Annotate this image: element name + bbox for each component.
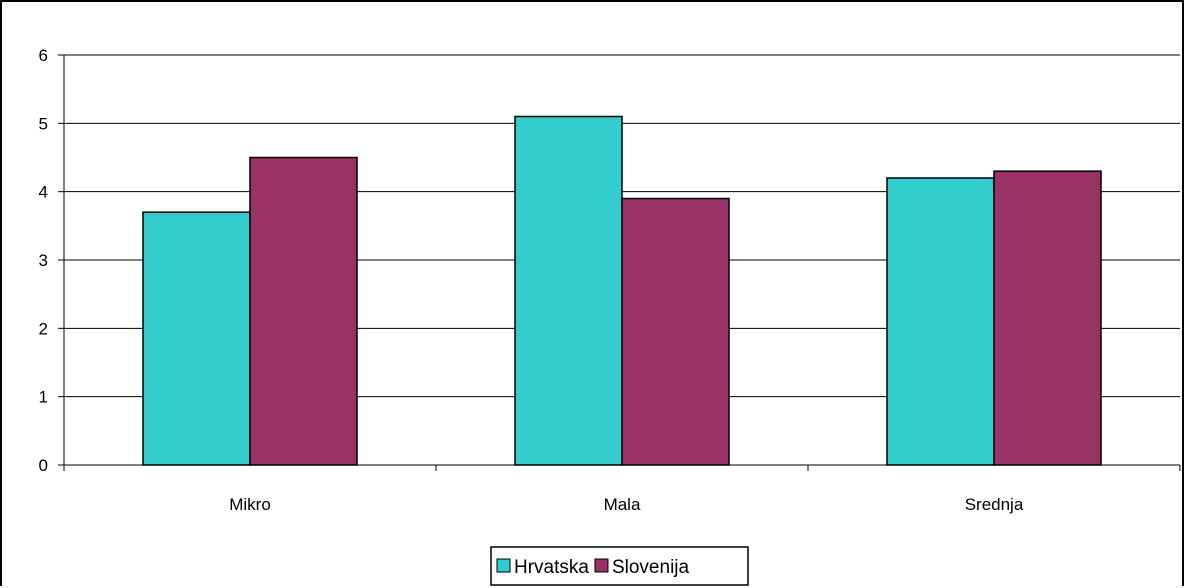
y-tick-label: 6 [39,46,48,65]
y-tick-label: 3 [39,251,48,270]
bar-hrvatska-srednja [886,177,995,466]
y-tick-label: 0 [39,456,48,475]
bars [142,115,1102,466]
bar-hrvatska-mikro [142,211,251,466]
x-tick-label: Srednja [965,495,1024,514]
legend: Hrvatska Slovenija [490,546,749,586]
y-tick-label: 4 [39,183,48,202]
legend-box [490,546,749,586]
legend-swatch-slovenija [594,558,609,573]
y-tick-label: 1 [39,388,48,407]
y-tick-label: 2 [39,319,48,338]
legend-label-slovenija: Slovenija [612,557,690,578]
bar-hrvatska-mala [514,115,623,466]
bar-slovenija-mikro [249,156,358,466]
legend-label-hrvatska: Hrvatska [514,557,589,578]
bar-slovenija-srednja [993,170,1102,466]
x-tick-label: Mikro [229,495,271,514]
y-tick-label: 5 [39,114,48,133]
x-tick-label: Mala [604,495,641,514]
bar-slovenija-mala [621,197,730,466]
y-axis: 0 1 2 3 4 5 6 [39,46,65,475]
legend-swatch-hrvatska [496,558,511,573]
x-axis: Mikro Mala Srednja [63,464,1181,514]
